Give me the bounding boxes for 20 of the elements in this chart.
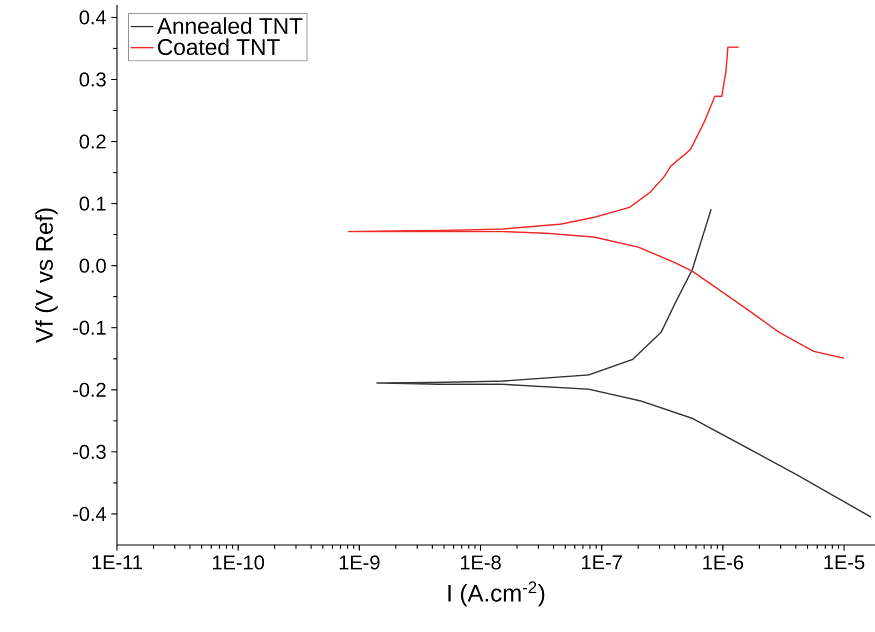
- x-tick-label: 1E-6: [703, 555, 744, 570]
- y-tick-label: 0.1: [80, 196, 106, 211]
- x-tick-label: 1E-7: [582, 555, 622, 570]
- x-axis-title: I (A.cm$^{-2}$): [448, 581, 544, 606]
- x-tick-label: 1E-8: [460, 555, 501, 570]
- y-tick-label: 0.2: [80, 134, 106, 149]
- y-tick-label: -0.4: [73, 506, 106, 522]
- x-tick-label: 1E-11: [92, 555, 142, 570]
- y-axis-title: Vf (V vs Ref): [35, 208, 58, 343]
- y-tick-label: 0.0: [80, 258, 106, 273]
- x-tick-label: 1E-9: [340, 555, 380, 570]
- y-tick-label: -0.1: [73, 320, 106, 335]
- x-tick-label: 1E-10: [213, 555, 264, 570]
- y-tick-label: -0.2: [73, 382, 106, 397]
- x-tick-label: 1E-5: [824, 555, 864, 570]
- y-tick-label: 0.3: [80, 72, 106, 87]
- y-tick-label: 0.4: [80, 10, 106, 24]
- y-tick-label: -0.3: [73, 444, 106, 459]
- legend-label: Coated TNT: [158, 38, 280, 56]
- legend-label: Annealed TNT: [156, 17, 302, 34]
